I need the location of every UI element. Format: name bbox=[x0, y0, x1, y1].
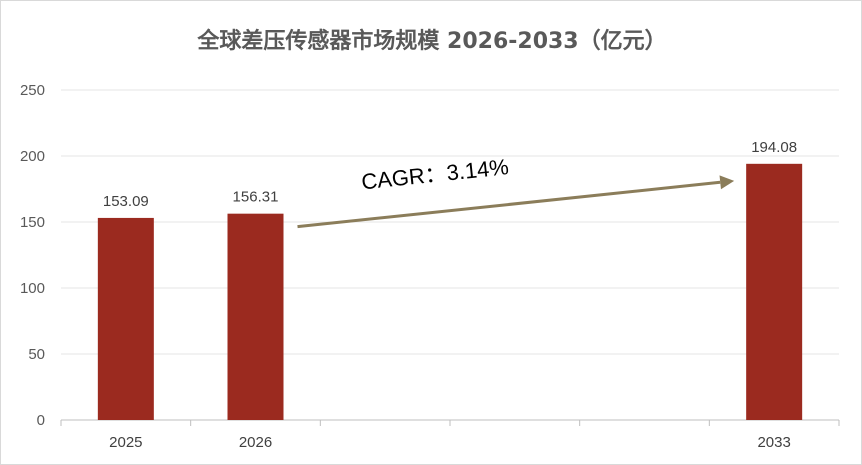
data-label: 153.09 bbox=[103, 193, 149, 210]
bar bbox=[97, 217, 154, 420]
cagr-arrowhead bbox=[719, 175, 735, 190]
data-label: 194.08 bbox=[751, 139, 797, 156]
cagr-annotation: CAGR：3.14% bbox=[360, 154, 510, 194]
y-tick-label: 200 bbox=[20, 148, 45, 165]
cagr-arrow-line bbox=[297, 180, 721, 229]
x-tick-label: 2033 bbox=[757, 434, 790, 451]
bar bbox=[227, 213, 284, 420]
data-label: 156.31 bbox=[233, 189, 279, 206]
y-tick-label: 100 bbox=[20, 280, 45, 297]
x-tick-label: 2025 bbox=[109, 434, 142, 451]
y-tick-label: 0 bbox=[37, 412, 45, 429]
y-tick-label: 150 bbox=[20, 214, 45, 231]
x-tick-label: 2026 bbox=[239, 434, 272, 451]
y-tick-label: 250 bbox=[20, 82, 45, 99]
bar bbox=[746, 163, 803, 421]
y-tick-label: 50 bbox=[28, 346, 45, 363]
chart-title: 全球差压传感器市场规模 2026-2033（亿元） bbox=[197, 29, 667, 54]
